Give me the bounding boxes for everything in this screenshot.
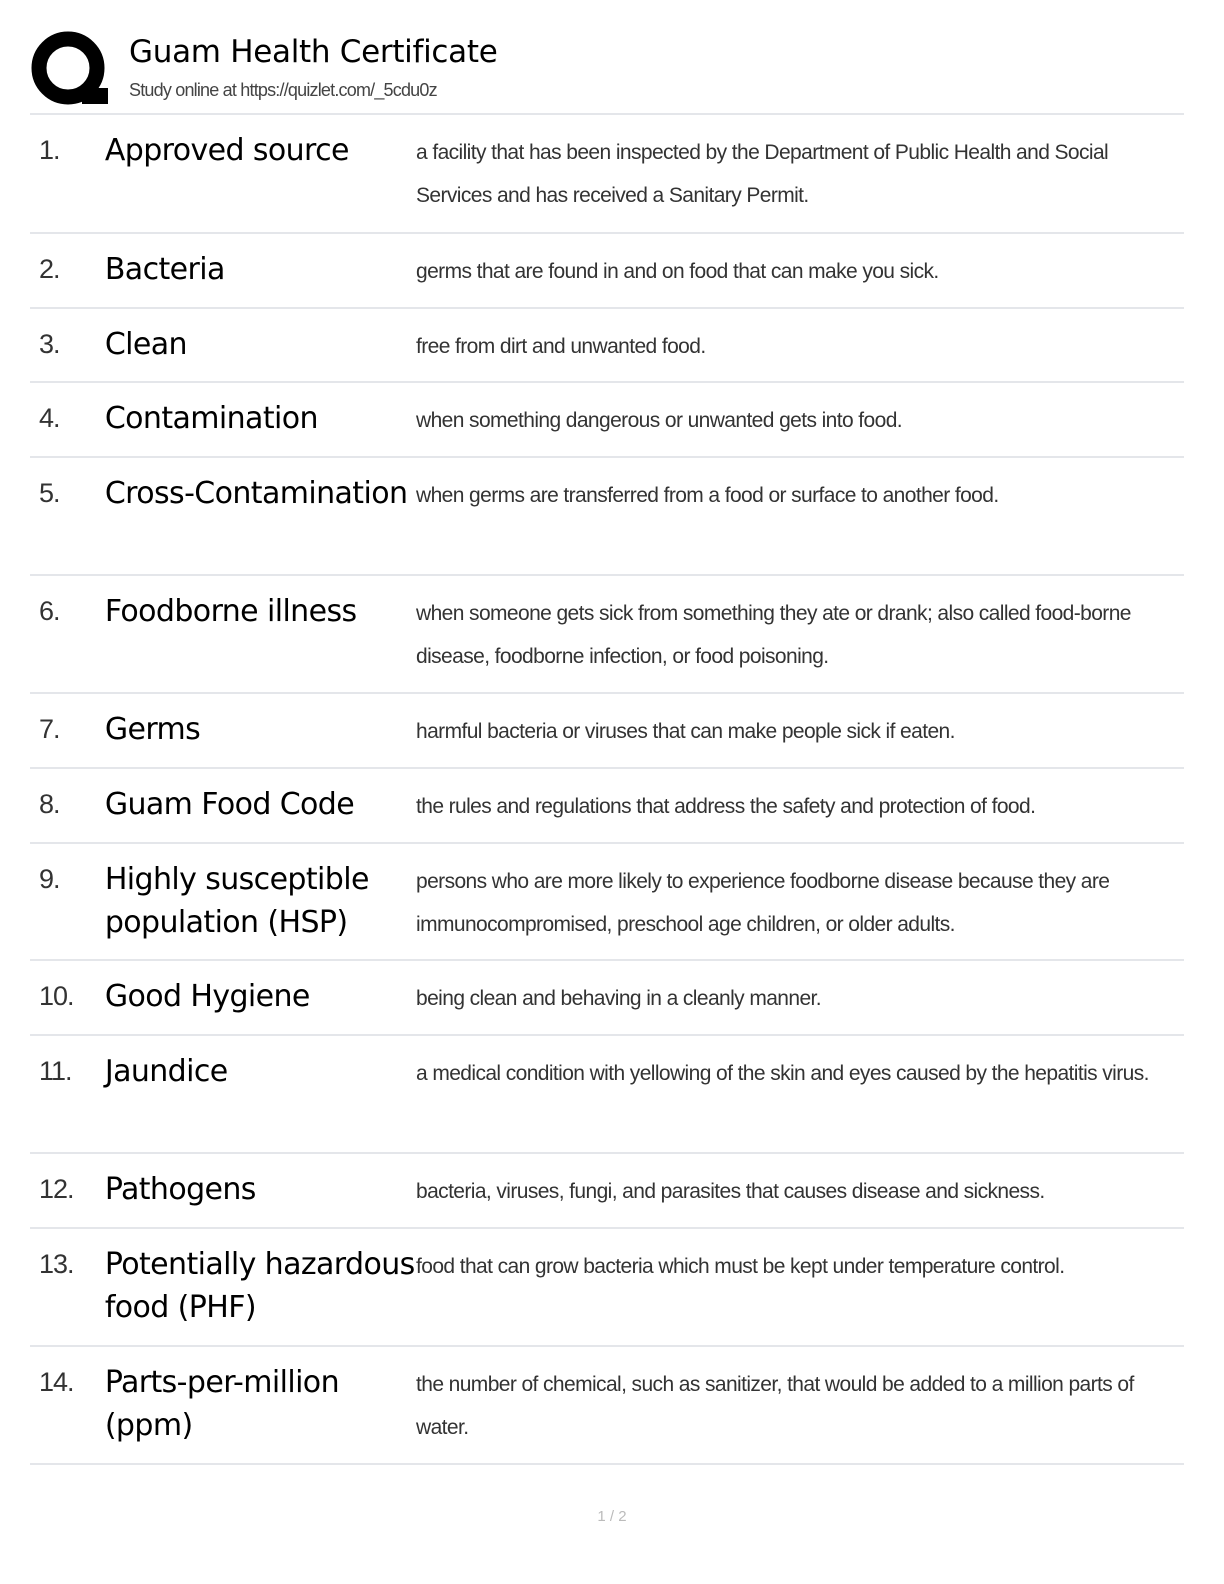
term: Jaundice bbox=[104, 1054, 228, 1089]
term-row: 10. Good Hygiene being clean and behavin… bbox=[30, 961, 1184, 1036]
definition: bacteria, viruses, fungi, and parasites … bbox=[416, 1180, 1045, 1203]
term-number: 4. bbox=[39, 403, 61, 433]
term: Approved source bbox=[104, 133, 350, 168]
term-number: 1. bbox=[39, 135, 61, 165]
term-row: 13. Potentially haz­ardous food (PHF) fo… bbox=[30, 1229, 1184, 1347]
definition: a facility that has been inspected by th… bbox=[416, 141, 1109, 207]
term-row: 7. Germs harmful bacteria or viruses tha… bbox=[30, 694, 1184, 769]
term: Guam Food Code bbox=[104, 787, 355, 822]
term: Parts-per-million (ppm) bbox=[104, 1365, 340, 1443]
page-number: 1 / 2 bbox=[597, 1508, 627, 1525]
term: Potentially haz­ardous food (PHF) bbox=[104, 1247, 415, 1325]
term-number: 12. bbox=[39, 1174, 75, 1204]
definition: a medical condition with yellowing of th… bbox=[416, 1062, 1149, 1085]
term: Germs bbox=[104, 712, 201, 747]
term-number: 3. bbox=[39, 329, 61, 359]
term-row: 4. Contamination when something dangerou… bbox=[30, 383, 1184, 458]
term-number: 10. bbox=[39, 981, 75, 1011]
definition: when something dangerous or unwanted get… bbox=[416, 409, 903, 432]
term-number: 14. bbox=[39, 1367, 75, 1397]
term-row: 8. Guam Food Code the rules and regulati… bbox=[30, 769, 1184, 844]
definition: the number of chemical, such as sanitize… bbox=[416, 1373, 1134, 1439]
definition: when someone gets sick from something th… bbox=[416, 602, 1131, 668]
term-number: 8. bbox=[39, 789, 61, 819]
page-title: Guam Health Certificate bbox=[129, 34, 498, 70]
definition: free from dirt and unwanted food. bbox=[416, 335, 706, 358]
term-number: 11. bbox=[39, 1056, 73, 1086]
term: Bacteria bbox=[104, 252, 226, 287]
definition: germs that are found in and on food that… bbox=[416, 260, 939, 283]
term: Highly susceptible population (HSP) bbox=[104, 862, 370, 940]
term: Cross-Contamina­tion bbox=[104, 476, 408, 511]
term-row: 9. Highly susceptible population (HSP) p… bbox=[30, 844, 1184, 961]
term-number: 13. bbox=[39, 1249, 75, 1279]
term-number: 6. bbox=[39, 596, 61, 626]
quizlet-logo-icon bbox=[31, 31, 108, 105]
term-number: 2. bbox=[39, 254, 61, 284]
term-row: 11. Jaundice a medical condition with ye… bbox=[30, 1036, 1184, 1154]
term-list: 1. Approved source a facility that has b… bbox=[30, 113, 1184, 1465]
definition: harmful bacteria or viruses that can mak… bbox=[416, 720, 955, 743]
term-number: 9. bbox=[39, 864, 61, 894]
term: Pathogens bbox=[104, 1172, 257, 1207]
term-row: 1. Approved source a facility that has b… bbox=[30, 115, 1184, 234]
term: Clean bbox=[104, 327, 188, 362]
term: Contamination bbox=[104, 401, 319, 436]
term: Foodborne illness bbox=[104, 594, 357, 629]
definition: when germs are transferred from a food o… bbox=[416, 484, 999, 507]
term-row: 12. Pathogens bacteria, viruses, fungi, … bbox=[30, 1154, 1184, 1229]
term-number: 7. bbox=[39, 714, 61, 744]
term-row: 5. Cross-Contamina­tion when germs are t… bbox=[30, 458, 1184, 576]
study-online-link[interactable]: Study online at https://quizlet.com/_5cd… bbox=[129, 80, 438, 100]
term-number: 5. bbox=[39, 478, 61, 508]
term-row: 3. Clean free from dirt and unwanted foo… bbox=[30, 309, 1184, 383]
term-row: 6. Foodborne illness when someone gets s… bbox=[30, 576, 1184, 694]
term-row: 2. Bacteria germs that are found in and … bbox=[30, 234, 1184, 309]
definition: food that can grow bacteria which must b… bbox=[416, 1255, 1065, 1278]
definition: persons who are more likely to experienc… bbox=[416, 870, 1110, 936]
definition: being clean and behaving in a cleanly ma… bbox=[416, 987, 822, 1010]
term-row: 14. Parts-per-million (ppm) the number o… bbox=[30, 1347, 1184, 1465]
term: Good Hygiene bbox=[104, 979, 311, 1014]
definition: the rules and regulations that address t… bbox=[416, 795, 1036, 818]
